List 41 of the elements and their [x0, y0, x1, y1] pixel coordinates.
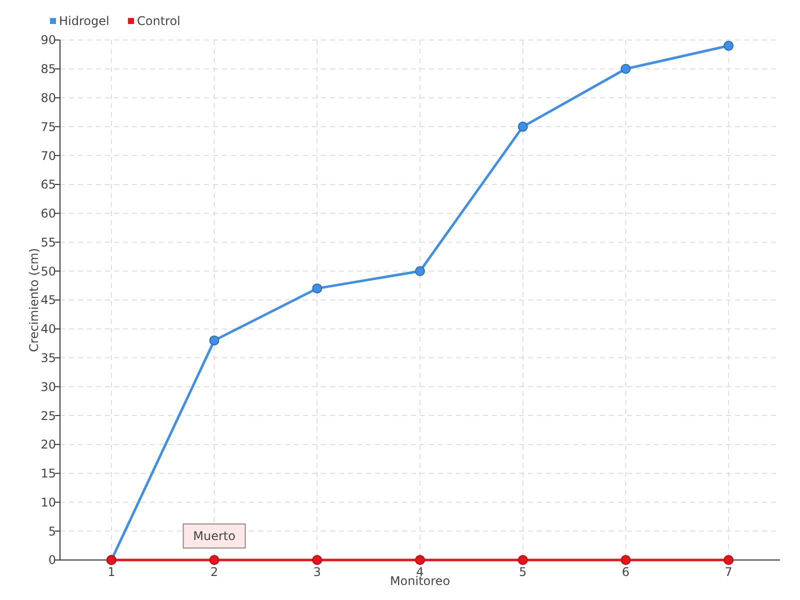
y-tick-label: 60	[40, 206, 56, 221]
point	[724, 40, 734, 51]
y-tick-label: 55	[40, 235, 56, 250]
point	[312, 555, 322, 565]
y-tick-label: 10	[40, 495, 56, 510]
point	[209, 335, 220, 346]
y-tick-label: 40	[40, 322, 56, 336]
x-tick-label: 5	[519, 565, 527, 579]
legend-label: Hidrogel	[59, 14, 110, 28]
y-tick-label: 65	[40, 178, 56, 192]
y-tick-label: 0	[48, 553, 56, 568]
point	[415, 266, 425, 276]
y-tick-label: 75	[40, 120, 56, 134]
point	[209, 555, 220, 565]
point	[724, 555, 734, 565]
point	[415, 555, 425, 565]
point	[518, 555, 528, 565]
y-tick-label: 70	[40, 148, 56, 163]
y-axis-title: Crecimiento (cm)	[27, 248, 41, 352]
point	[518, 122, 528, 132]
point	[312, 283, 322, 294]
point	[620, 64, 631, 74]
y-tick-label: 50	[40, 264, 56, 278]
x-tick-label: 3	[313, 565, 321, 579]
y-tick-label: 90	[40, 33, 56, 48]
annotation: Muerto	[193, 529, 236, 543]
x-tick-label: 6	[622, 565, 630, 579]
y-tick-label: 30	[40, 380, 56, 394]
x-tick-label: 7	[724, 565, 732, 579]
legend-label: Control	[137, 14, 180, 28]
x-tick-label: 1	[108, 565, 116, 579]
point	[620, 555, 631, 565]
y-tick-label: 25	[40, 408, 56, 423]
y-tick-label: 35	[40, 350, 56, 365]
y-tick-label: 45	[40, 293, 56, 308]
y-tick-label: 5	[48, 524, 56, 538]
x-tick-label: 2	[210, 565, 218, 579]
y-tick-label: 80	[40, 90, 56, 105]
y-tick-label: 20	[40, 438, 56, 452]
y-tick-label: 85	[40, 62, 56, 76]
y-tick-label: 15	[40, 466, 56, 481]
